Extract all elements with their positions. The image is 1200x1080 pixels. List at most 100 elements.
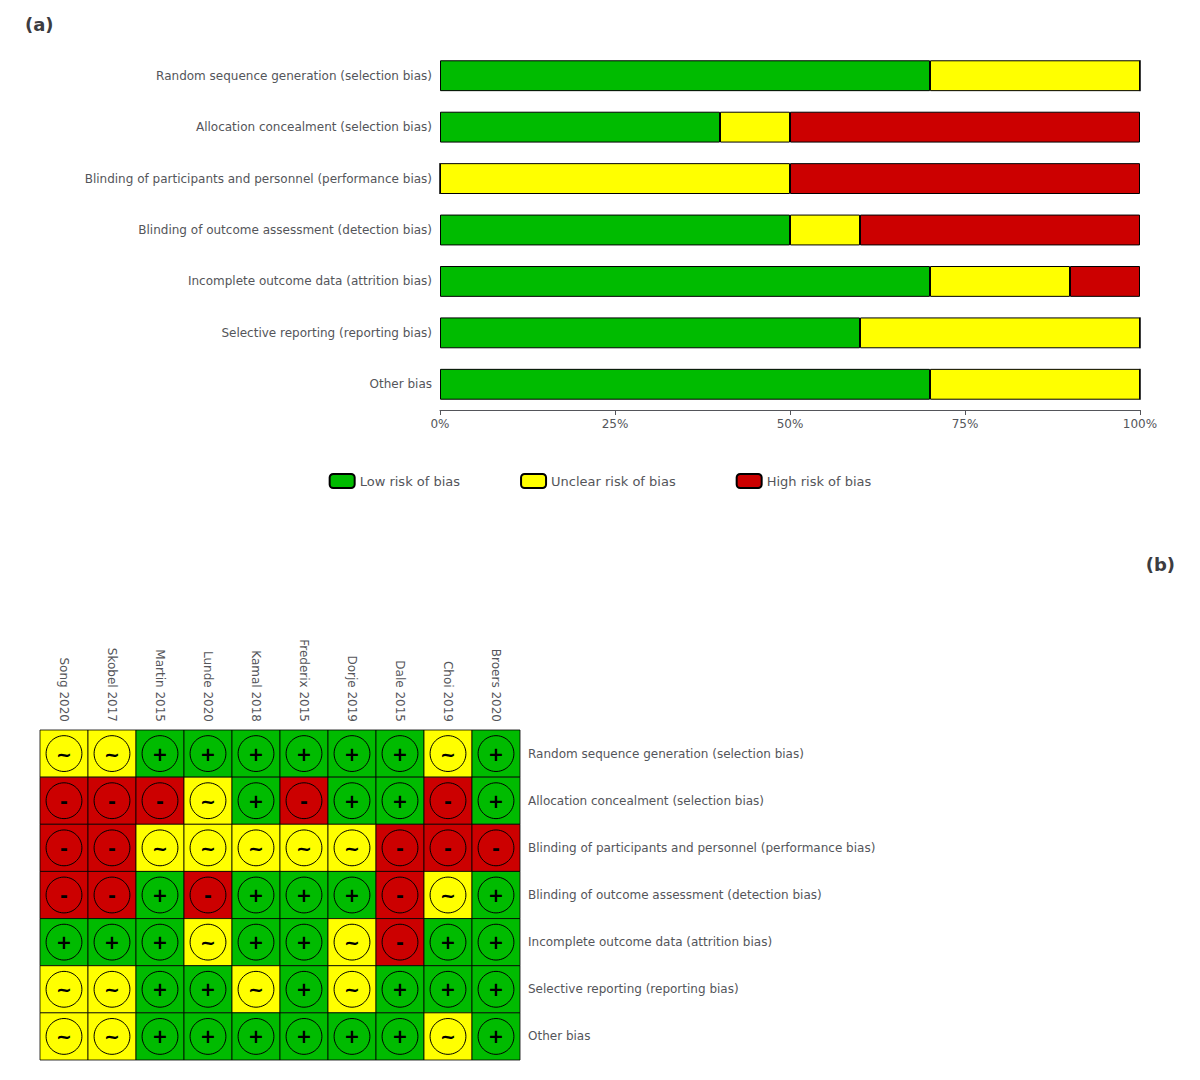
svg-text:Blinding of outcome assessment: Blinding of outcome assessment (detectio… — [138, 223, 432, 237]
svg-text:-: - — [444, 790, 452, 812]
svg-text:~: ~ — [296, 837, 312, 859]
svg-text:~: ~ — [200, 790, 216, 812]
svg-text:+: + — [296, 743, 312, 765]
svg-text:~: ~ — [104, 1025, 120, 1047]
svg-text:-: - — [60, 837, 68, 859]
svg-text:+: + — [104, 931, 120, 953]
svg-text:Martin 2015: Martin 2015 — [153, 649, 167, 722]
svg-text:-: - — [108, 790, 116, 812]
svg-text:Unclear risk of bias: Unclear risk of bias — [551, 474, 676, 489]
svg-text:Allocation concealment (select: Allocation concealment (selection bias) — [528, 794, 764, 808]
svg-text:-: - — [492, 837, 500, 859]
svg-text:Song 2020: Song 2020 — [57, 657, 71, 722]
svg-text:~: ~ — [344, 978, 360, 1000]
svg-text:+: + — [392, 790, 408, 812]
svg-text:+: + — [488, 790, 504, 812]
svg-text:+: + — [392, 978, 408, 1000]
svg-text:-: - — [204, 884, 212, 906]
svg-text:+: + — [488, 978, 504, 1000]
svg-text:+: + — [344, 790, 360, 812]
svg-text:+: + — [344, 884, 360, 906]
svg-text:+: + — [392, 1025, 408, 1047]
svg-text:25%: 25% — [602, 417, 629, 431]
svg-text:Blinding of participants and p: Blinding of participants and personnel (… — [528, 841, 875, 855]
svg-text:Kamal 2018: Kamal 2018 — [249, 650, 263, 722]
svg-text:+: + — [200, 978, 216, 1000]
svg-text:~: ~ — [248, 978, 264, 1000]
svg-text:-: - — [156, 790, 164, 812]
svg-text:~: ~ — [56, 978, 72, 1000]
svg-text:+: + — [56, 931, 72, 953]
svg-text:50%: 50% — [777, 417, 804, 431]
svg-text:+: + — [248, 1025, 264, 1047]
svg-text:Frederix 2015: Frederix 2015 — [297, 639, 311, 722]
svg-text:Incomplete outcome data (attri: Incomplete outcome data (attrition bias) — [188, 274, 432, 288]
svg-text:~: ~ — [344, 931, 360, 953]
svg-text:+: + — [488, 1025, 504, 1047]
svg-text:+: + — [296, 931, 312, 953]
svg-text:+: + — [248, 884, 264, 906]
svg-text:+: + — [344, 743, 360, 765]
svg-text:+: + — [440, 931, 456, 953]
svg-text:-: - — [300, 790, 308, 812]
svg-text:+: + — [152, 931, 168, 953]
svg-text:-: - — [396, 884, 404, 906]
svg-text:+: + — [344, 1025, 360, 1047]
svg-text:~: ~ — [152, 837, 168, 859]
svg-text:~: ~ — [440, 743, 456, 765]
svg-text:-: - — [444, 837, 452, 859]
svg-text:+: + — [200, 1025, 216, 1047]
svg-text:Broers 2020: Broers 2020 — [489, 649, 503, 722]
svg-text:+: + — [152, 884, 168, 906]
svg-text:Allocation concealment (select: Allocation concealment (selection bias) — [196, 120, 432, 134]
svg-text:-: - — [60, 790, 68, 812]
svg-text:+: + — [296, 978, 312, 1000]
svg-text:Random sequence generation (se: Random sequence generation (selection bi… — [156, 69, 432, 83]
svg-text:Blinding of participants and p: Blinding of participants and personnel (… — [85, 172, 432, 186]
svg-text:(a): (a) — [25, 14, 54, 35]
svg-text:+: + — [488, 743, 504, 765]
svg-text:+: + — [488, 931, 504, 953]
svg-text:~: ~ — [344, 837, 360, 859]
svg-text:+: + — [296, 1025, 312, 1047]
svg-text:-: - — [396, 837, 404, 859]
svg-text:+: + — [248, 931, 264, 953]
svg-text:Skobel 2017: Skobel 2017 — [105, 648, 119, 722]
svg-text:~: ~ — [56, 743, 72, 765]
svg-text:Selective reporting (reporting: Selective reporting (reporting bias) — [528, 982, 739, 996]
svg-text:~: ~ — [440, 884, 456, 906]
svg-text:-: - — [108, 837, 116, 859]
svg-text:(b): (b) — [1146, 554, 1175, 575]
svg-text:-: - — [108, 884, 116, 906]
svg-text:+: + — [296, 884, 312, 906]
svg-text:~: ~ — [440, 1025, 456, 1047]
svg-text:Choi 2019: Choi 2019 — [441, 661, 455, 722]
svg-text:~: ~ — [200, 837, 216, 859]
svg-text:Dorje 2019: Dorje 2019 — [345, 655, 359, 722]
svg-text:Other bias: Other bias — [370, 377, 432, 391]
svg-text:+: + — [200, 743, 216, 765]
svg-text:+: + — [248, 790, 264, 812]
svg-text:~: ~ — [248, 837, 264, 859]
svg-text:~: ~ — [56, 1025, 72, 1047]
svg-text:+: + — [152, 978, 168, 1000]
svg-text:75%: 75% — [952, 417, 979, 431]
svg-text:Lunde 2020: Lunde 2020 — [201, 651, 215, 722]
svg-text:+: + — [440, 978, 456, 1000]
svg-text:Incomplete outcome data (attri: Incomplete outcome data (attrition bias) — [528, 935, 772, 949]
svg-text:~: ~ — [104, 978, 120, 1000]
svg-text:High risk of bias: High risk of bias — [767, 474, 872, 489]
svg-text:-: - — [60, 884, 68, 906]
svg-text:Low risk of bias: Low risk of bias — [360, 474, 461, 489]
svg-text:Random sequence generation (se: Random sequence generation (selection bi… — [528, 747, 804, 761]
svg-text:Other bias: Other bias — [528, 1029, 590, 1043]
svg-text:+: + — [248, 743, 264, 765]
svg-text:Dale 2015: Dale 2015 — [393, 660, 407, 722]
svg-text:+: + — [392, 743, 408, 765]
svg-text:100%: 100% — [1123, 417, 1157, 431]
svg-text:+: + — [488, 884, 504, 906]
svg-text:-: - — [396, 931, 404, 953]
svg-text:Selective reporting (reporting: Selective reporting (reporting bias) — [221, 326, 432, 340]
svg-text:~: ~ — [104, 743, 120, 765]
svg-text:0%: 0% — [430, 417, 449, 431]
